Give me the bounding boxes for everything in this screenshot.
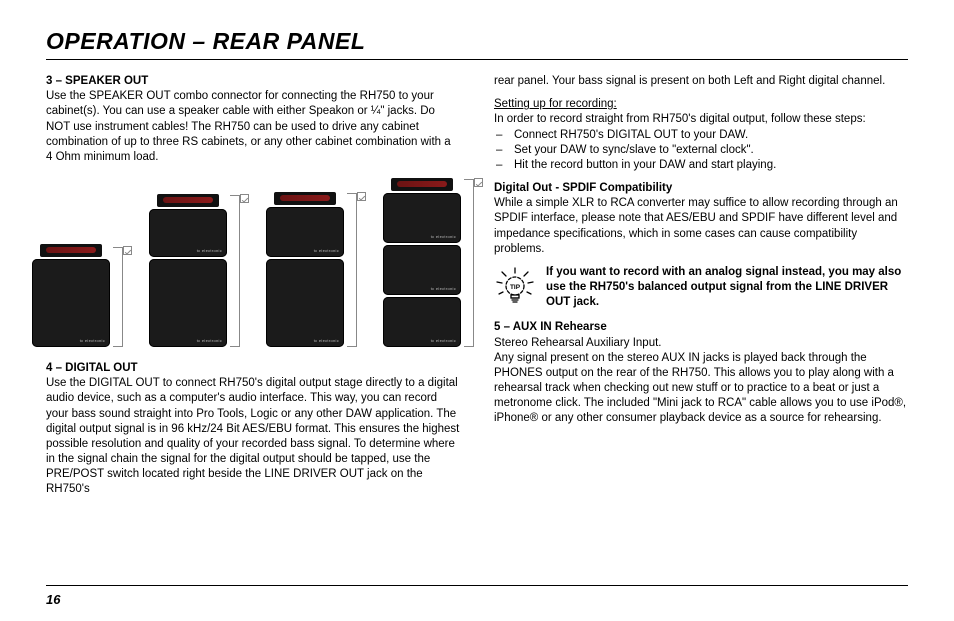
speaker-cabinet: tc electronic bbox=[266, 207, 344, 257]
tip-text: If you want to record with an analog sig… bbox=[546, 265, 908, 311]
amp-head bbox=[40, 244, 102, 257]
tick-bracket bbox=[113, 247, 123, 347]
section-4-body: Use the DIGITAL OUT to connect RH750's d… bbox=[46, 376, 460, 497]
section-4-head: 4 – DIGITAL OUT bbox=[46, 361, 460, 376]
step-dash: – bbox=[494, 158, 514, 173]
cabinet-stack: tc electronic bbox=[32, 244, 123, 347]
tick-bracket bbox=[347, 193, 357, 347]
step-dash: – bbox=[494, 143, 514, 158]
stack-cabs: tc electronic tc electronic tc electronic bbox=[383, 178, 461, 347]
check-icon bbox=[474, 178, 483, 187]
speaker-cabinet: tc electronic bbox=[383, 297, 461, 347]
speaker-cabinet: tc electronic bbox=[32, 259, 110, 347]
amp-head bbox=[274, 192, 336, 205]
spdif-head: Digital Out - SPDIF Compatibility bbox=[494, 181, 908, 196]
amp-head bbox=[391, 178, 453, 191]
stack-tick bbox=[113, 247, 123, 347]
stack-tick bbox=[464, 179, 474, 347]
cabinet-brand-label: tc electronic bbox=[314, 248, 339, 253]
section-3-head: 3 – SPEAKER OUT bbox=[46, 74, 460, 89]
cabinet-stack: tc electronic tc electronic tc electronic bbox=[383, 178, 474, 347]
cabinet-brand-label: tc electronic bbox=[314, 338, 339, 343]
section-5-sub: Stereo Rehearsal Auxiliary Input. bbox=[494, 336, 908, 351]
check-icon bbox=[357, 192, 366, 201]
page-title: OPERATION – REAR PANEL bbox=[46, 28, 908, 60]
setup-steps: –Connect RH750's DIGITAL OUT to your DAW… bbox=[494, 128, 908, 174]
stack-cabs: tc electronic tc electronic bbox=[149, 194, 227, 347]
content-columns: 3 – SPEAKER OUT Use the SPEAKER OUT comb… bbox=[46, 74, 908, 586]
setup-step: –Hit the record button in your DAW and s… bbox=[494, 158, 908, 173]
setup-heading: Setting up for recording: bbox=[494, 98, 617, 110]
check-icon bbox=[123, 246, 132, 255]
section-3-body: Use the SPEAKER OUT combo connector for … bbox=[46, 89, 460, 165]
stack-tick bbox=[230, 195, 240, 347]
cabinet-brand-label: tc electronic bbox=[80, 338, 105, 343]
setup-intro: In order to record straight from RH750's… bbox=[494, 112, 908, 127]
section-5-body: Any signal present on the stereo AUX IN … bbox=[494, 351, 908, 427]
speaker-cabinet: tc electronic bbox=[149, 209, 227, 257]
speaker-cabinet: tc electronic bbox=[149, 259, 227, 347]
spdif-body: While a simple XLR to RCA converter may … bbox=[494, 196, 908, 257]
cabinet-brand-label: tc electronic bbox=[431, 338, 456, 343]
svg-text:TIP: TIP bbox=[510, 284, 521, 291]
speaker-cabinet: tc electronic bbox=[383, 245, 461, 295]
stack-tick bbox=[347, 193, 357, 347]
cabinet-brand-label: tc electronic bbox=[197, 248, 222, 253]
amp-head bbox=[157, 194, 219, 207]
cabinet-stack: tc electronic tc electronic bbox=[149, 194, 240, 347]
section-5-head: 5 – AUX IN Rehearse bbox=[494, 320, 908, 335]
left-column: 3 – SPEAKER OUT Use the SPEAKER OUT comb… bbox=[46, 74, 460, 575]
check-icon bbox=[240, 194, 249, 203]
cabinet-brand-label: tc electronic bbox=[197, 338, 222, 343]
manual-page: OPERATION – REAR PANEL 3 – SPEAKER OUT U… bbox=[0, 0, 954, 621]
right-column: rear panel. Your bass signal is present … bbox=[494, 74, 908, 575]
step-text: Hit the record button in your DAW and st… bbox=[514, 158, 908, 173]
section-4-continued: rear panel. Your bass signal is present … bbox=[494, 74, 908, 89]
cabinet-brand-label: tc electronic bbox=[431, 286, 456, 291]
stack-cabs: tc electronic bbox=[32, 244, 110, 347]
tick-bracket bbox=[230, 195, 240, 347]
step-dash: – bbox=[494, 128, 514, 143]
step-text: Connect RH750's DIGITAL OUT to your DAW. bbox=[514, 128, 908, 143]
page-number: 16 bbox=[46, 592, 908, 607]
step-text: Set your DAW to sync/slave to "external … bbox=[514, 143, 908, 158]
speaker-cabinet: tc electronic bbox=[266, 259, 344, 347]
cabinet-diagram: tc electronictc electronictc electronict… bbox=[46, 177, 460, 347]
cabinet-stack: tc electronic tc electronic bbox=[266, 192, 357, 347]
speaker-cabinet: tc electronic bbox=[383, 193, 461, 243]
setup-step: –Set your DAW to sync/slave to "external… bbox=[494, 143, 908, 158]
tip-callout: TIP If you want to record with an analog… bbox=[494, 265, 908, 311]
tip-icon: TIP bbox=[494, 267, 536, 309]
setup-step: –Connect RH750's DIGITAL OUT to your DAW… bbox=[494, 128, 908, 143]
cabinet-brand-label: tc electronic bbox=[431, 234, 456, 239]
stack-cabs: tc electronic tc electronic bbox=[266, 192, 344, 347]
tick-bracket bbox=[464, 179, 474, 347]
